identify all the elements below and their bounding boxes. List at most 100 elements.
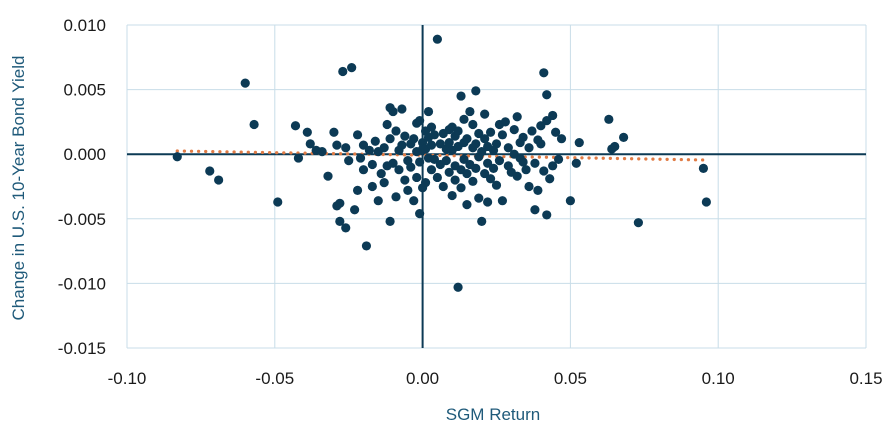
data-point xyxy=(551,127,561,137)
data-point xyxy=(462,134,472,144)
data-point xyxy=(350,205,360,215)
y-tick-label: -0.015 xyxy=(58,339,106,358)
data-point xyxy=(536,139,546,149)
data-point xyxy=(358,165,369,175)
data-point xyxy=(474,128,484,139)
y-tick-label: -0.010 xyxy=(58,274,106,293)
data-point xyxy=(367,181,377,192)
data-point xyxy=(503,143,513,153)
data-point xyxy=(444,137,454,148)
x-axis-title: SGM Return xyxy=(446,405,540,424)
data-point xyxy=(556,134,567,144)
data-point xyxy=(394,165,404,175)
data-point xyxy=(485,174,496,184)
x-tick-label: 0.15 xyxy=(849,369,882,388)
data-point xyxy=(409,134,419,144)
data-point xyxy=(400,131,410,141)
data-point xyxy=(471,163,481,174)
data-point xyxy=(329,127,339,137)
data-point xyxy=(415,209,425,219)
data-point xyxy=(302,127,312,137)
data-point xyxy=(391,126,401,136)
data-point xyxy=(477,216,487,226)
data-point xyxy=(530,205,540,215)
data-point xyxy=(480,168,490,179)
data-point xyxy=(355,153,366,163)
data-point xyxy=(444,167,454,177)
data-point xyxy=(512,171,522,181)
data-point xyxy=(477,147,487,157)
data-point xyxy=(483,158,493,168)
data-point xyxy=(574,137,584,148)
data-point xyxy=(619,132,629,143)
data-point xyxy=(468,119,478,130)
y-tick-label: 0.010 xyxy=(63,16,106,35)
data-point xyxy=(542,210,552,220)
data-point xyxy=(400,175,410,185)
x-tick-label: -0.05 xyxy=(255,369,294,388)
data-point xyxy=(456,91,466,101)
data-point xyxy=(432,34,442,44)
data-point xyxy=(412,172,422,183)
data-point xyxy=(610,141,620,152)
x-tick-label: 0.10 xyxy=(702,369,735,388)
data-point xyxy=(240,78,250,88)
data-point xyxy=(497,196,508,206)
data-point xyxy=(459,114,469,124)
data-point xyxy=(382,119,392,130)
data-point xyxy=(471,139,481,149)
data-point xyxy=(453,126,463,136)
x-axis-ticks: -0.10 -0.05 0.00 0.05 0.10 0.15 xyxy=(108,369,883,388)
data-point xyxy=(426,122,437,132)
data-point xyxy=(518,157,528,167)
data-point xyxy=(397,140,407,150)
data-point xyxy=(542,116,552,126)
data-point xyxy=(429,154,440,164)
data-point xyxy=(341,223,351,233)
data-point xyxy=(415,157,425,167)
data-point xyxy=(391,192,401,202)
data-point xyxy=(323,171,333,181)
data-point xyxy=(488,163,499,174)
data-point xyxy=(385,134,395,144)
data-point xyxy=(480,134,490,144)
data-point xyxy=(205,166,215,176)
data-point xyxy=(633,218,643,228)
data-point xyxy=(273,197,283,207)
data-point xyxy=(305,139,315,149)
data-point xyxy=(432,172,442,183)
y-tick-label: -0.005 xyxy=(58,210,106,229)
data-point xyxy=(409,196,419,206)
data-point xyxy=(524,181,534,192)
data-point xyxy=(373,196,383,206)
data-point xyxy=(338,66,348,77)
data-point xyxy=(521,165,531,175)
data-point xyxy=(376,168,386,179)
data-point xyxy=(379,143,389,153)
data-point xyxy=(352,130,363,140)
data-point xyxy=(456,183,466,193)
data-point xyxy=(453,282,463,292)
data-point xyxy=(385,216,395,226)
data-point xyxy=(518,132,528,143)
data-point xyxy=(462,168,472,179)
data-point xyxy=(423,106,434,117)
data-points xyxy=(172,34,711,292)
data-point xyxy=(361,241,372,251)
data-point xyxy=(462,199,472,210)
y-axis-title: Change in U.S. 10-Year Bond Yield xyxy=(9,56,28,321)
data-point xyxy=(468,176,478,186)
data-point xyxy=(435,139,445,149)
data-point xyxy=(698,163,709,174)
data-point xyxy=(548,110,558,121)
data-point xyxy=(524,143,534,153)
data-point xyxy=(497,130,508,140)
data-point xyxy=(172,152,182,162)
data-point xyxy=(465,106,475,117)
data-point xyxy=(527,126,537,136)
x-tick-label: 0.00 xyxy=(406,369,439,388)
trendline xyxy=(175,149,708,162)
data-point xyxy=(545,174,555,184)
data-point xyxy=(485,127,496,137)
